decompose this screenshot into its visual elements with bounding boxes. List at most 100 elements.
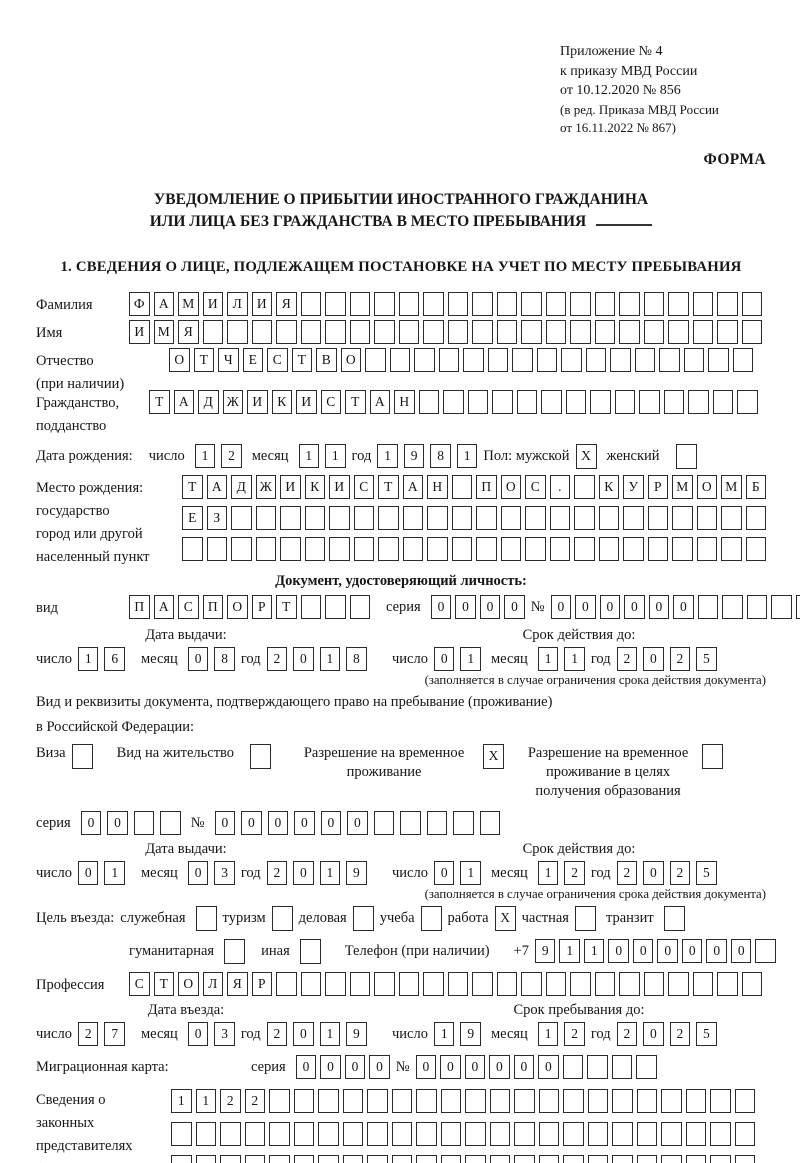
- patronymic-cell[interactable]: [659, 347, 680, 372]
- birth-place-cell[interactable]: Р: [647, 474, 668, 499]
- surname-cell[interactable]: Л: [227, 291, 248, 316]
- migration-number-cell[interactable]: [562, 1054, 584, 1079]
- citizenship-cell[interactable]: И: [296, 389, 317, 414]
- birth-place-cell[interactable]: [647, 536, 668, 561]
- birth-place-cell[interactable]: [329, 536, 350, 561]
- representatives-cell[interactable]: [244, 1154, 265, 1163]
- surname-cell[interactable]: И: [202, 291, 223, 316]
- residence-number-cell[interactable]: [400, 810, 421, 835]
- given-name-cell[interactable]: [423, 319, 444, 344]
- purpose-study-checkbox-cell[interactable]: [420, 905, 442, 931]
- birth-place-cell[interactable]: Е: [182, 505, 203, 530]
- representatives-cell[interactable]: [514, 1121, 535, 1146]
- patronymic-cell[interactable]: О: [340, 347, 361, 372]
- migration-number-cell[interactable]: 0: [464, 1054, 486, 1079]
- birth-place-cell[interactable]: [304, 536, 325, 561]
- surname-cell[interactable]: [619, 291, 640, 316]
- identity-doc-series-cell[interactable]: 0: [504, 594, 525, 619]
- birth-place-cell[interactable]: У: [623, 474, 644, 499]
- given-name-cell[interactable]: [325, 319, 346, 344]
- sex-male-checkbox-cell[interactable]: X: [575, 443, 597, 469]
- residence-expiry-year-cell[interactable]: 0: [643, 860, 664, 885]
- identity-expiry-year-cell[interactable]: 5: [696, 646, 717, 671]
- profession-cell[interactable]: О: [178, 971, 199, 996]
- entry-year-cell[interactable]: 2: [266, 1021, 288, 1046]
- patronymic-cell[interactable]: [365, 347, 386, 372]
- identity-doc-type-cell[interactable]: С: [178, 594, 199, 619]
- citizenship-cell[interactable]: И: [247, 389, 268, 414]
- citizenship-cell[interactable]: Д: [198, 389, 219, 414]
- birth-place-cell[interactable]: [574, 474, 595, 499]
- citizenship-cell[interactable]: [516, 389, 537, 414]
- representatives-cell[interactable]: [220, 1154, 241, 1163]
- identity-doc-type-cell[interactable]: Т: [276, 594, 297, 619]
- residence-issue-year-cell[interactable]: 9: [346, 860, 367, 885]
- profession-cell[interactable]: [496, 971, 517, 996]
- residence-series-cell[interactable]: 0: [107, 810, 128, 835]
- entry-year-cell[interactable]: 1: [319, 1021, 341, 1046]
- residence-expiry-day-cell[interactable]: 1: [460, 860, 481, 885]
- representatives-cell[interactable]: [367, 1121, 388, 1146]
- birth-place-cell[interactable]: [500, 536, 521, 561]
- patronymic-cell[interactable]: О: [169, 347, 190, 372]
- birth-month-cell[interactable]: 1: [298, 443, 320, 468]
- birth-place-cell[interactable]: [623, 505, 644, 530]
- representatives-cell[interactable]: [514, 1154, 535, 1163]
- birth-place-cell[interactable]: А: [206, 474, 227, 499]
- profession-cell[interactable]: [423, 971, 444, 996]
- birth-place-cell[interactable]: П: [476, 474, 497, 499]
- identity-issue-year-cell[interactable]: 8: [346, 646, 367, 671]
- patronymic-cell[interactable]: [610, 347, 631, 372]
- birth-place-cell[interactable]: М: [672, 474, 693, 499]
- identity-doc-number-cell[interactable]: 0: [599, 594, 621, 619]
- birth-place-cell[interactable]: .: [549, 474, 570, 499]
- surname-cell[interactable]: [349, 291, 370, 316]
- birth-place-cell[interactable]: [451, 505, 472, 530]
- residence-expiry-year-cell[interactable]: 5: [696, 860, 717, 885]
- phone-cell[interactable]: 9: [534, 939, 556, 963]
- representatives-cell[interactable]: [538, 1154, 559, 1163]
- purpose-tourism-checkbox-cell[interactable]: [271, 905, 293, 931]
- birth-place-cell[interactable]: [672, 536, 693, 561]
- birth-place-cell[interactable]: [378, 505, 399, 530]
- given-name-cell[interactable]: [398, 319, 419, 344]
- profession-cell[interactable]: [741, 971, 762, 996]
- representatives-cell[interactable]: [269, 1088, 290, 1113]
- representatives-cell[interactable]: [440, 1121, 461, 1146]
- surname-cell[interactable]: [668, 291, 689, 316]
- profession-cell[interactable]: [643, 971, 664, 996]
- surname-cell[interactable]: Я: [276, 291, 297, 316]
- surname-cell[interactable]: М: [178, 291, 199, 316]
- birth-place-cell[interactable]: [598, 536, 619, 561]
- residence-expiry-month-cell[interactable]: 1: [537, 860, 559, 885]
- representatives-cell[interactable]: [416, 1088, 437, 1113]
- patronymic-cell[interactable]: Е: [242, 347, 263, 372]
- patronymic-cell[interactable]: С: [267, 347, 288, 372]
- representatives-cell[interactable]: [710, 1121, 731, 1146]
- birth-place-cell[interactable]: [525, 536, 546, 561]
- representatives-cell[interactable]: [636, 1121, 657, 1146]
- birth-place-cell[interactable]: [500, 505, 521, 530]
- patronymic-cell[interactable]: Ч: [218, 347, 239, 372]
- representatives-cell[interactable]: [293, 1121, 314, 1146]
- given-name-cell[interactable]: [619, 319, 640, 344]
- representatives-cell[interactable]: [367, 1088, 388, 1113]
- patronymic-cell[interactable]: В: [316, 347, 337, 372]
- birth-place-cell[interactable]: [574, 536, 595, 561]
- birth-place-cell[interactable]: [745, 536, 766, 561]
- birth-place-cell[interactable]: [280, 505, 301, 530]
- birth-place-cell[interactable]: [402, 505, 423, 530]
- residence-series-cell[interactable]: [133, 810, 155, 835]
- stay-month-cell[interactable]: 2: [564, 1021, 585, 1046]
- birth-place-cell[interactable]: Н: [427, 474, 448, 499]
- given-name-cell[interactable]: [692, 319, 713, 344]
- representatives-cell[interactable]: [734, 1121, 755, 1146]
- identity-doc-number-cell[interactable]: [722, 594, 743, 619]
- birth-place-cell[interactable]: [696, 536, 717, 561]
- profession-cell[interactable]: [472, 971, 493, 996]
- surname-cell[interactable]: И: [251, 291, 272, 316]
- birth-place-cell[interactable]: С: [353, 474, 374, 499]
- patronymic-cell[interactable]: [561, 347, 582, 372]
- patronymic-cell[interactable]: [487, 347, 508, 372]
- profession-cell[interactable]: [349, 971, 370, 996]
